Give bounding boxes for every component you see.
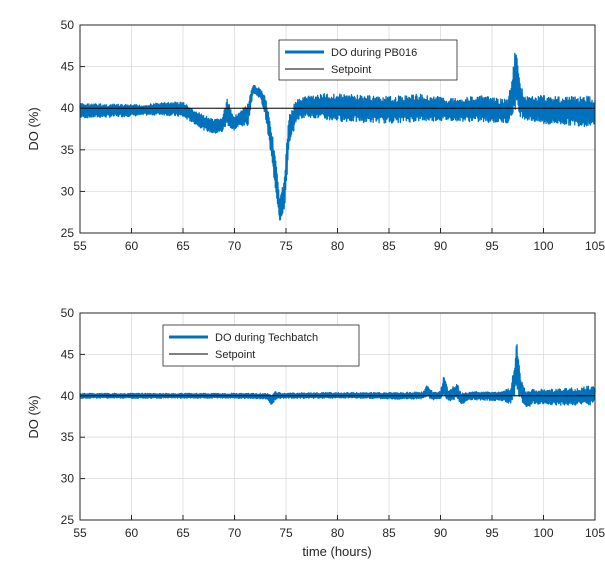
y-tick-label: 30 xyxy=(61,184,75,198)
x-tick-label: 90 xyxy=(434,239,448,253)
x-tick-label: 70 xyxy=(228,526,242,540)
tick-layer: 55 60 65 70 75 80 85 90 95 100 105 25 30 35 40 45 50 xyxy=(61,18,605,253)
series-do-line xyxy=(79,344,596,407)
series-layer xyxy=(79,52,596,221)
chart-panel-bottom: 55 60 65 70 75 80 85 90 95 100 105 25 30 35 40 45 50 DO … xyxy=(26,306,605,559)
x-tick-label: 80 xyxy=(331,526,345,540)
x-tick-label: 100 xyxy=(533,239,553,253)
x-axis-label: time (hours) xyxy=(302,544,371,559)
x-tick-label: 80 xyxy=(331,239,345,253)
y-tick-label: 40 xyxy=(61,101,75,115)
x-tick-label: 105 xyxy=(585,239,605,253)
x-tick-label: 85 xyxy=(382,239,396,253)
x-tick-label: 90 xyxy=(434,526,448,540)
legend-label-do: DO during Techbatch xyxy=(215,332,318,344)
y-tick-label: 50 xyxy=(61,18,75,32)
series-do-line xyxy=(79,52,596,221)
x-tick-label: 75 xyxy=(279,526,293,540)
legend: DO during PB016 Setpoint xyxy=(278,39,458,81)
legend: DO during Techbatch Setpoint xyxy=(162,324,360,367)
x-tick-label: 55 xyxy=(73,239,87,253)
x-tick-label: 55 xyxy=(73,526,87,540)
y-axis-label: DO (%) xyxy=(26,395,41,438)
y-tick-label: 25 xyxy=(61,226,75,240)
y-tick-label: 30 xyxy=(61,472,75,486)
x-tick-label: 105 xyxy=(585,526,605,540)
series-layer xyxy=(79,344,596,407)
tick-layer: 55 60 65 70 75 80 85 90 95 100 105 25 30 35 40 45 50 xyxy=(61,306,605,540)
legend-box xyxy=(162,324,360,367)
legend-label-do: DO during PB016 xyxy=(331,47,417,59)
x-tick-label: 95 xyxy=(485,526,499,540)
chart-panel-top: 55 60 65 70 75 80 85 90 95 100 105 25 30 35 40 45 50 DO … xyxy=(26,18,605,253)
x-tick-label: 75 xyxy=(279,239,293,253)
legend-label-setpoint: Setpoint xyxy=(215,349,255,361)
y-tick-label: 45 xyxy=(61,60,75,74)
x-tick-label: 100 xyxy=(533,526,553,540)
legend-label-setpoint: Setpoint xyxy=(331,64,371,76)
x-tick-label: 95 xyxy=(485,239,499,253)
y-tick-label: 40 xyxy=(61,389,75,403)
y-axis-label: DO (%) xyxy=(26,107,41,150)
x-tick-label: 85 xyxy=(382,526,396,540)
y-tick-label: 35 xyxy=(61,143,75,157)
y-tick-label: 45 xyxy=(61,347,75,361)
x-tick-label: 65 xyxy=(176,526,190,540)
x-tick-label: 70 xyxy=(228,239,242,253)
y-tick-label: 35 xyxy=(61,430,75,444)
y-tick-label: 25 xyxy=(61,513,75,527)
x-tick-label: 65 xyxy=(176,239,190,253)
x-tick-label: 60 xyxy=(125,526,139,540)
x-tick-label: 60 xyxy=(125,239,139,253)
y-tick-label: 50 xyxy=(61,306,75,320)
legend-box xyxy=(278,39,458,81)
